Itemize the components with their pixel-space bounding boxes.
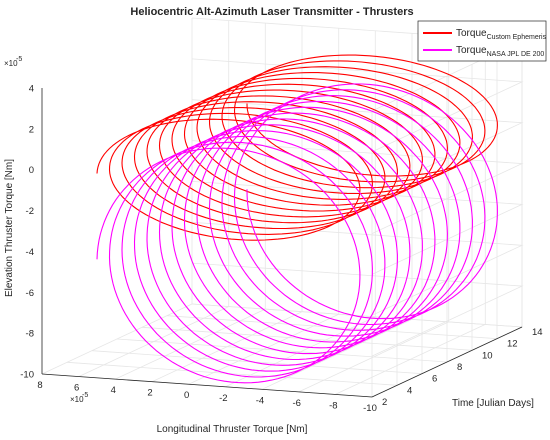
x-tick-label-8: 8 xyxy=(37,380,42,391)
x-exponent-base: ×10 xyxy=(70,395,84,404)
z-tick-label--10: -10 xyxy=(20,370,34,381)
grid-z-2 xyxy=(191,58,524,153)
x-axis-line xyxy=(41,373,373,398)
legend-entry-nasa-jpl: TorqueNASA JPL DE 200 xyxy=(456,45,544,58)
x-axis-label: Longitudinal Thruster Torque [Nm] xyxy=(157,424,308,435)
z-tick-label-0: 0 xyxy=(29,165,34,176)
series-line-0 xyxy=(96,54,498,241)
z-exponent-power: -5 xyxy=(16,56,22,63)
y-axis-label: Time [Julian Days] xyxy=(452,398,534,409)
y-tick-label-14: 14 xyxy=(532,327,543,338)
legend-subscript-nasa-jpl: NASA JPL DE 200 xyxy=(487,51,545,58)
tick-labels: 8 6 4 2 0 -2 -4 -6 -8 -10 2 4 6 8 10 12 14 4 2 0 -2 -4 -6 -8 -10 xyxy=(20,84,542,415)
legend-name-nasa-jpl: Torque xyxy=(456,45,487,56)
x-tick-label--10: -10 xyxy=(363,403,377,414)
z-axis-exponent: ×10 -5 xyxy=(4,56,22,68)
legend-subscript-custom-ephemeris: Custom Ephemeris xyxy=(487,34,547,41)
z-tick-label--4: -4 xyxy=(26,247,34,258)
series-group xyxy=(96,54,498,384)
legend-box xyxy=(417,20,547,62)
x-tick-label-6: 6 xyxy=(74,383,79,394)
z-tick-label--8: -8 xyxy=(26,329,34,340)
x-tick-label--2: -2 xyxy=(219,393,227,404)
z-axis-label: Elevation Thruster Torque [Nm] xyxy=(4,159,15,297)
x-tick-label-4: 4 xyxy=(111,385,116,396)
x-tick-label--6: -6 xyxy=(292,398,300,409)
legend: TorqueCustom Ephemeris TorqueNASA JPL DE… xyxy=(417,20,547,62)
y-tick-label-6: 6 xyxy=(432,374,437,385)
x-tick-label-2: 2 xyxy=(147,388,152,399)
axis-lines xyxy=(41,88,523,398)
x-axis-exponent: ×10 -5 xyxy=(70,392,88,404)
x-exponent-power: -5 xyxy=(82,392,88,399)
y-tick-label-8: 8 xyxy=(457,362,462,373)
x-tick-label-0: 0 xyxy=(184,390,189,401)
chart-title: Heliocentric Alt-Azimuth Laser Transmitt… xyxy=(130,6,413,18)
x-tick-label--8: -8 xyxy=(329,400,337,411)
grid-z--8 xyxy=(191,262,524,357)
y-tick-label-2: 2 xyxy=(382,397,387,408)
y-tick-label-10: 10 xyxy=(482,350,493,361)
x-tick-label--4: -4 xyxy=(256,395,264,406)
y-axis-line xyxy=(371,326,523,398)
z-tick-label--2: -2 xyxy=(26,206,34,217)
y-tick-label-4: 4 xyxy=(407,385,412,396)
back-pane xyxy=(192,18,522,327)
z-tick-label-2: 2 xyxy=(29,124,34,135)
legend-entry-custom-ephemeris: TorqueCustom Ephemeris xyxy=(456,28,547,41)
z-tick-label--6: -6 xyxy=(26,288,34,299)
y-tick-label-12: 12 xyxy=(507,339,518,350)
z-exponent-base: ×10 xyxy=(4,59,18,68)
series-line-1 xyxy=(96,83,498,384)
legend-name-custom-ephemeris: Torque xyxy=(456,28,487,39)
z-tick-label-4: 4 xyxy=(29,84,34,95)
